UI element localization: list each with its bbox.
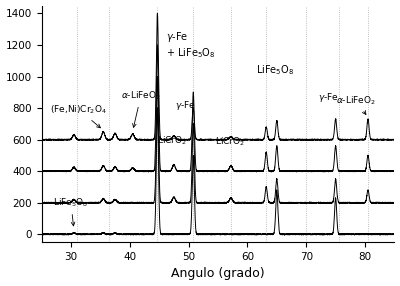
Text: LiFe$_5$O$_8$: LiFe$_5$O$_8$ <box>256 63 294 77</box>
Text: LiFe$_5$O$_8$: LiFe$_5$O$_8$ <box>53 196 88 226</box>
Text: $\alpha$-LiFeO$_2$: $\alpha$-LiFeO$_2$ <box>336 94 376 114</box>
Text: $\gamma$-Fe: $\gamma$-Fe <box>318 91 339 104</box>
Text: LiCrO$_2$: LiCrO$_2$ <box>157 134 187 147</box>
Text: $\gamma$-Fe
+ LiFe$_5$O$_8$: $\gamma$-Fe + LiFe$_5$O$_8$ <box>166 30 216 60</box>
Text: $\alpha$-LiFeO$_2$: $\alpha$-LiFeO$_2$ <box>121 89 161 127</box>
Text: $\gamma$-Fe: $\gamma$-Fe <box>175 99 196 112</box>
Text: LiCrO$_2$: LiCrO$_2$ <box>215 135 245 148</box>
X-axis label: Angulo (grado): Angulo (grado) <box>171 267 265 281</box>
Text: (Fe,Ni)Cr$_2$O$_4$: (Fe,Ni)Cr$_2$O$_4$ <box>50 104 107 128</box>
